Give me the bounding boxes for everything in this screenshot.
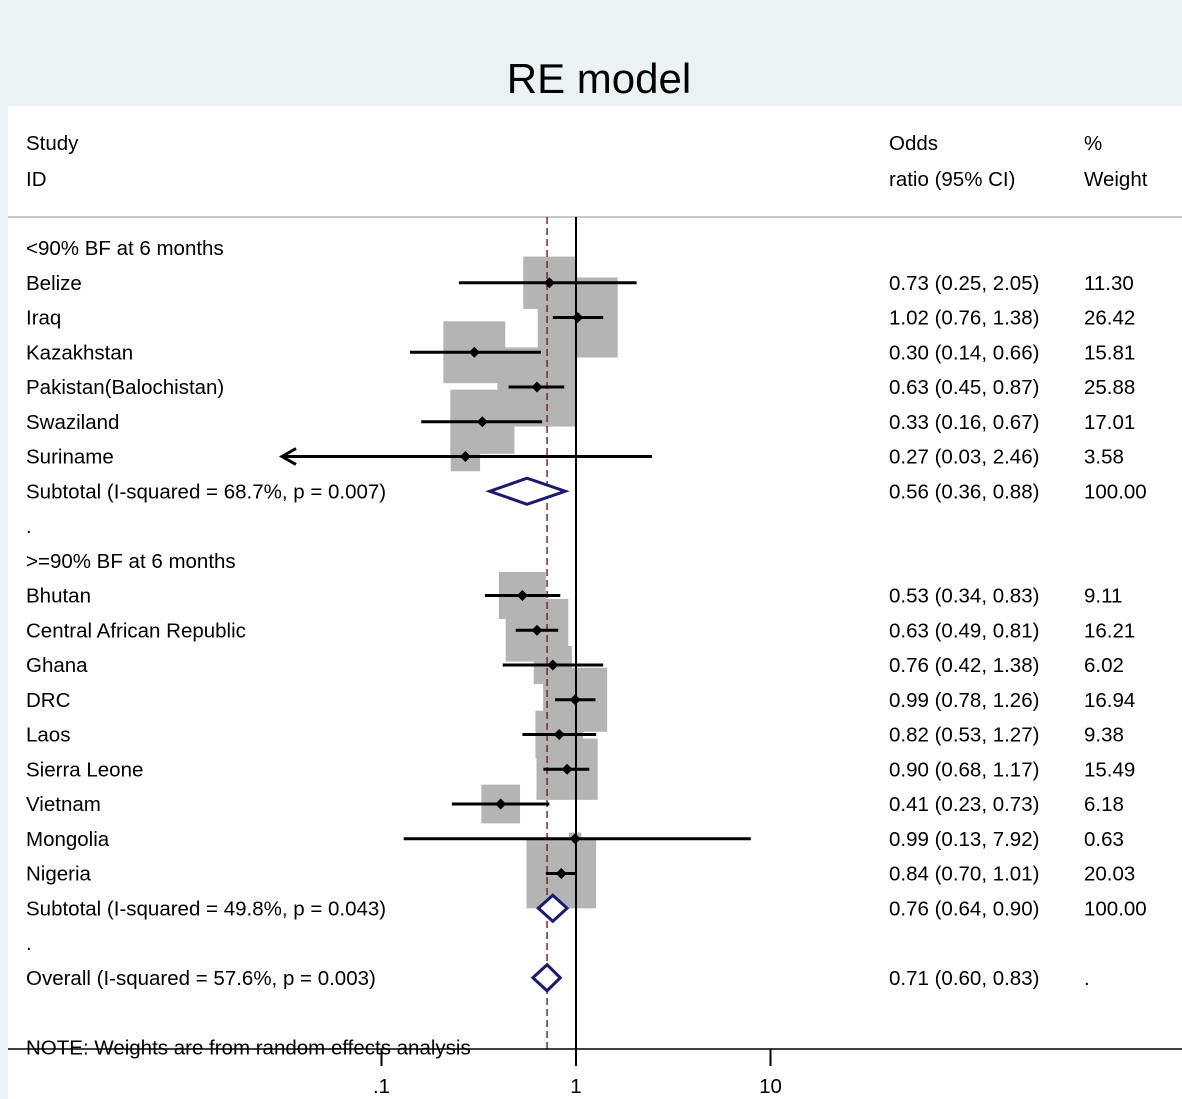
subtotal-diamond — [536, 893, 570, 924]
odds-ratio-text: 0.99 (0.13, 7.92) — [889, 828, 1039, 851]
header-weight: Weight — [1084, 168, 1148, 191]
point-estimate — [531, 381, 543, 393]
weight-text: 9.38 — [1084, 724, 1124, 747]
study-label: Pakistan(Balochistan) — [26, 376, 224, 399]
overall-diamond — [530, 962, 563, 993]
subtotal-label: Subtotal (I-squared = 49.8%, p = 0.043) — [26, 897, 386, 920]
study-label: Swaziland — [26, 411, 119, 434]
weight-text: . — [1084, 967, 1090, 990]
weight-text: 15.49 — [1084, 758, 1135, 781]
odds-ratio-text: 0.90 (0.68, 1.17) — [889, 758, 1039, 781]
estimate-marks — [278, 277, 751, 993]
header-odds: Odds — [889, 132, 938, 155]
study-label: Vietnam — [26, 793, 101, 816]
weight-text: 3.58 — [1084, 446, 1124, 469]
study-label: Nigeria — [26, 863, 92, 886]
study-label: Mongolia — [26, 828, 110, 851]
weight-text: 15.81 — [1084, 341, 1135, 364]
study-label: Laos — [26, 724, 70, 747]
point-estimate — [543, 277, 555, 289]
weight-text: 100.00 — [1084, 897, 1147, 920]
point-estimate — [553, 729, 565, 740]
blank-label: . — [26, 932, 32, 955]
overall-label: Overall (I-squared = 57.6%, p = 0.003) — [26, 967, 376, 990]
odds-ratio-text: 0.27 (0.03, 2.46) — [889, 446, 1039, 469]
odds-ratio-text: 0.56 (0.36, 0.88) — [889, 480, 1039, 503]
odds-ratio-text: 0.76 (0.42, 1.38) — [889, 654, 1039, 677]
odds-ratio-text: 0.53 (0.34, 0.83) — [889, 585, 1039, 608]
odds-ratio-text: 0.99 (0.78, 1.26) — [889, 689, 1039, 712]
odds-ratio-text: 0.30 (0.14, 0.66) — [889, 341, 1039, 364]
point-estimate — [569, 694, 581, 706]
point-estimate — [516, 590, 528, 601]
point-estimate — [495, 798, 507, 810]
group-label: <90% BF at 6 months — [26, 237, 224, 260]
weight-text: 17.01 — [1084, 411, 1135, 434]
odds-ratio-text: 0.71 (0.60, 0.83) — [889, 967, 1039, 990]
weight-text: 16.21 — [1084, 619, 1135, 642]
odds-ratio-text: 0.84 (0.70, 1.01) — [889, 863, 1039, 886]
weight-text: 26.42 — [1084, 307, 1135, 330]
subtotal-label: Subtotal (I-squared = 68.7%, p = 0.007) — [26, 480, 386, 503]
odds-ratio-text: 0.76 (0.64, 0.90) — [889, 897, 1039, 920]
weight-text: 11.30 — [1084, 272, 1134, 295]
study-label: Belize — [26, 272, 82, 295]
study-label: Sierra Leone — [26, 758, 143, 781]
header-ratio-ci: ratio (95% CI) — [889, 168, 1015, 191]
weight-text: 6.02 — [1084, 654, 1124, 677]
x-tick-label: 10 — [759, 1075, 782, 1098]
weight-text: 6.18 — [1084, 793, 1124, 816]
study-label: Iraq — [26, 307, 61, 330]
x-tick-label: 1 — [570, 1075, 581, 1098]
weight-text: 100.00 — [1084, 480, 1147, 503]
study-label: Central African Republic — [26, 619, 246, 642]
study-label: Suriname — [26, 446, 114, 469]
odds-ratio-text: 0.41 (0.23, 0.73) — [889, 793, 1039, 816]
point-estimate — [569, 833, 581, 845]
x-axis: .1 1 10 — [8, 1048, 1182, 1098]
weight-text: 25.88 — [1084, 376, 1135, 399]
point-estimate — [531, 624, 543, 636]
odds-ratio-text: 1.02 (0.76, 1.38) — [889, 307, 1039, 330]
point-estimate — [561, 763, 573, 775]
point-estimate — [459, 451, 471, 462]
point-estimate — [555, 868, 567, 879]
note-label: NOTE: Weights are from random effects an… — [26, 1036, 471, 1059]
header-study: Study — [26, 132, 79, 155]
subtotal-diamond — [485, 476, 570, 506]
plot-panel — [8, 106, 1182, 1099]
chart-title: RE model — [507, 55, 691, 102]
odds-ratio-text: 0.73 (0.25, 2.05) — [889, 272, 1039, 295]
blank-label: . — [26, 515, 32, 538]
study-label: Bhutan — [26, 585, 91, 608]
x-tick-label: .1 — [373, 1075, 390, 1098]
odds-ratio-text: 0.63 (0.45, 0.87) — [889, 376, 1039, 399]
study-label: DRC — [26, 689, 71, 712]
weight-text: 9.11 — [1084, 585, 1122, 608]
study-label: Ghana — [26, 654, 88, 677]
weight-text: 16.94 — [1084, 689, 1135, 712]
row-text: <90% BF at 6 months Belize 0.73 (0.25, 2.0… — [26, 237, 1147, 1059]
header-percent: % — [1084, 132, 1102, 155]
study-label: Kazakhstan — [26, 341, 133, 364]
point-estimate — [476, 416, 488, 428]
point-estimate — [468, 346, 480, 358]
group-label: >=90% BF at 6 months — [26, 550, 236, 573]
odds-ratio-text: 0.33 (0.16, 0.67) — [889, 411, 1039, 434]
point-estimate — [547, 659, 559, 671]
odds-ratio-text: 0.82 (0.53, 1.27) — [889, 724, 1039, 747]
weight-text: 20.03 — [1084, 863, 1135, 886]
odds-ratio-text: 0.63 (0.49, 0.81) — [889, 619, 1039, 642]
point-estimate — [572, 312, 584, 323]
header-id: ID — [26, 168, 47, 191]
ci-arrow-left — [278, 447, 297, 466]
weight-text: 0.63 — [1084, 828, 1124, 851]
